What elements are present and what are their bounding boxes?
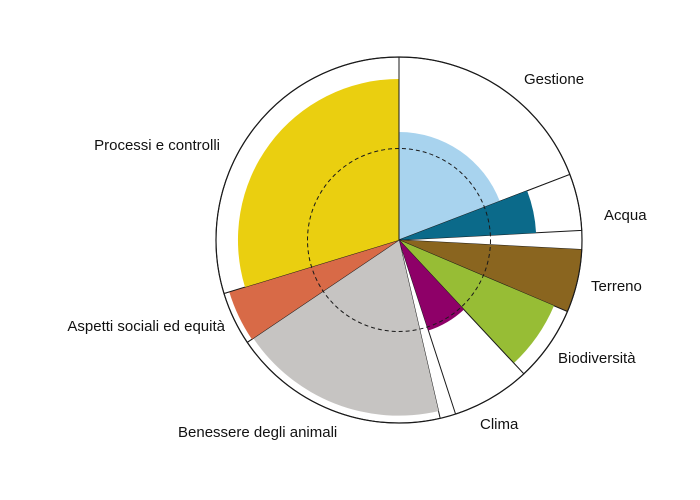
- wedge-group: [215, 56, 583, 424]
- wedge-clima: [399, 240, 464, 331]
- label-gestione: Gestione: [524, 71, 584, 88]
- wedge-gestione: [399, 132, 500, 240]
- outline-group: [215, 56, 583, 424]
- label-acqua: Acqua: [604, 207, 647, 224]
- label-clima: Clima: [480, 416, 519, 433]
- wedge-acqua: [399, 190, 537, 240]
- label-benessere-degli-animali: Benessere degli animali: [178, 424, 337, 441]
- label-aspetti-sociali-ed-equita: Aspetti sociali ed equità: [67, 318, 225, 335]
- label-processi-e-controlli: Processi e controlli: [94, 137, 220, 154]
- wedge-terreno: [399, 240, 582, 312]
- wedge-processi-e-controlli: [237, 78, 399, 288]
- wedge-aspetti-sociali-ed-equita: [229, 240, 399, 340]
- wedge-biodiversita: [399, 240, 554, 364]
- label-biodiversita: Biodiversità: [558, 350, 636, 367]
- label-terreno: Terreno: [591, 278, 642, 295]
- wedge-benessere-degli-animali: [253, 240, 439, 416]
